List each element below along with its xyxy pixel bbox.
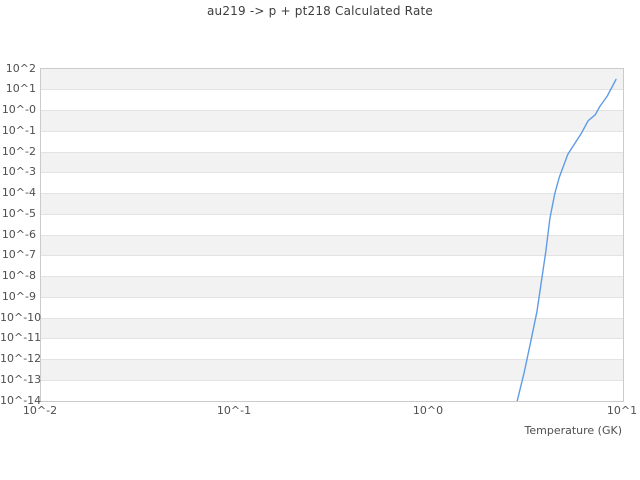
y-gridline bbox=[41, 213, 623, 215]
plot-band bbox=[41, 380, 623, 401]
y-axis-tick-label: 10^-2 bbox=[1, 144, 36, 158]
rate-curve-layer bbox=[516, 78, 617, 401]
plot-band bbox=[41, 276, 623, 298]
plot-band bbox=[41, 131, 623, 152]
y-axis-tick-label: 10^-10 bbox=[0, 310, 42, 324]
y-gridline bbox=[41, 89, 623, 91]
plot-band bbox=[41, 338, 623, 360]
y-axis-tick-label: 10^-1 bbox=[1, 123, 36, 137]
y-axis-tick-label: 10^-11 bbox=[0, 331, 42, 345]
y-axis-tick-label: 10^-8 bbox=[1, 269, 36, 282]
plot-band bbox=[41, 193, 623, 215]
y-axis-tick-label: 10^-5 bbox=[1, 206, 36, 220]
y-axis-tick-label: 10^-9 bbox=[1, 289, 36, 303]
plot-band bbox=[41, 359, 623, 381]
y-gridline bbox=[41, 110, 623, 111]
y-gridline bbox=[41, 379, 623, 381]
y-axis-tick-label: 10^-12 bbox=[0, 352, 42, 365]
plot-band bbox=[41, 255, 623, 277]
x-axis-tick-label: 10^0 bbox=[412, 404, 444, 417]
plot-band bbox=[41, 152, 623, 173]
plot-band bbox=[41, 69, 623, 90]
y-axis-tick-label: 10^-13 bbox=[0, 372, 42, 386]
y-axis-tick-label: 10^-3 bbox=[1, 165, 36, 179]
y-axis-tick-label: 10^-4 bbox=[1, 186, 36, 199]
y-axis-tick-label: 10^-7 bbox=[1, 248, 36, 262]
y-gridline bbox=[41, 172, 623, 174]
y-gridline bbox=[41, 151, 623, 153]
y-gridline bbox=[41, 193, 623, 194]
plot-band bbox=[41, 214, 623, 235]
y-gridline bbox=[41, 338, 623, 340]
plot-area bbox=[40, 68, 624, 402]
y-gridline bbox=[41, 359, 623, 360]
plot-band bbox=[41, 172, 623, 194]
x-axis-tick-label: 10^-1 bbox=[216, 404, 252, 417]
y-gridline bbox=[41, 234, 623, 236]
x-axis-tick-label: 10^1 bbox=[606, 404, 638, 417]
y-axis-tick-label: 10^2 bbox=[5, 61, 36, 75]
y-gridline bbox=[41, 317, 623, 319]
plot-band bbox=[41, 318, 623, 339]
plot-band bbox=[41, 235, 623, 256]
y-gridline bbox=[41, 276, 623, 277]
y-axis-tick-label: 10^1 bbox=[5, 82, 36, 96]
x-axis-tick-label: 10^-2 bbox=[22, 404, 58, 417]
y-axis-tick-label: 10^-6 bbox=[1, 227, 36, 241]
y-gridline bbox=[41, 255, 623, 257]
y-axis-tick-label: 10^-14 bbox=[0, 393, 42, 407]
chart-title: au219 -> p + pt218 Calculated Rate bbox=[206, 4, 433, 18]
y-gridline bbox=[41, 130, 623, 132]
y-gridline bbox=[41, 296, 623, 298]
x-axis-title: Temperature (GK) bbox=[524, 424, 623, 437]
plot-band bbox=[41, 110, 623, 132]
plot-band bbox=[41, 89, 623, 111]
y-axis-tick-label: 10^-0 bbox=[1, 103, 36, 116]
plot-band bbox=[41, 297, 623, 318]
rate-curve bbox=[516, 78, 617, 401]
